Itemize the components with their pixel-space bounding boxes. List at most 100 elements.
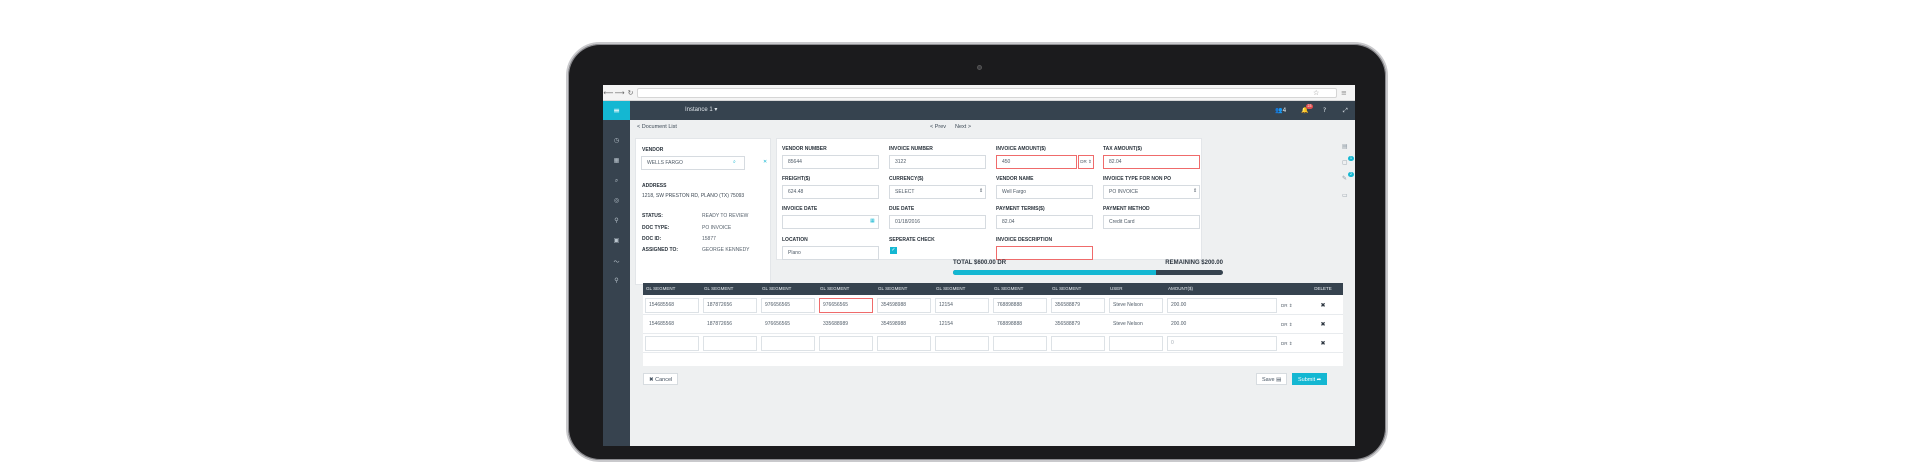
amount-cell[interactable]: 0 — [1167, 336, 1277, 351]
invoice-description-label: INVOICE DESCRIPTION — [996, 237, 1053, 243]
table-cell[interactable] — [819, 336, 873, 351]
table-cell[interactable]: 354598988 — [877, 317, 931, 332]
due-date-field[interactable]: 01/18/2016 — [889, 215, 986, 229]
submit-button[interactable]: Submit ➦ — [1292, 373, 1328, 385]
invoice-amount-field[interactable]: 450 — [996, 155, 1077, 169]
table-cell[interactable]: 976656565 — [761, 298, 815, 313]
table-cell[interactable]: 335688989 — [819, 317, 873, 332]
save-button[interactable]: Save ▤ — [1256, 373, 1288, 385]
search-nav-icon[interactable]: ⌕ — [614, 177, 619, 184]
table-cell[interactable]: Steve Nelson — [1109, 298, 1163, 313]
table-cell[interactable]: 976656565 — [761, 317, 815, 332]
cancel-button[interactable]: ✖ Cancel — [643, 373, 679, 385]
docid-value: 15877 — [702, 236, 716, 242]
table-cell[interactable] — [1109, 336, 1163, 351]
users-icon[interactable]: 👥4 — [1275, 107, 1287, 114]
forward-icon[interactable]: ⟶ — [614, 88, 625, 97]
table-cell[interactable]: 187872656 — [703, 298, 757, 313]
table-cell[interactable]: 976656565 — [819, 298, 873, 313]
chart-icon[interactable]: 〜 — [613, 259, 620, 266]
instance-dropdown[interactable]: Instance 1 ▾ — [685, 107, 718, 113]
bell-icon[interactable]: 🔔 — [1301, 107, 1309, 114]
delete-icon[interactable]: ✖ — [1320, 321, 1326, 328]
table-cell[interactable] — [1051, 336, 1105, 351]
remaining-label: REMAINING $200.00 — [1165, 260, 1223, 266]
help-icon[interactable]: ? — [1323, 107, 1327, 114]
invoice-number-field[interactable]: 3122 — [889, 155, 986, 169]
upload-icon[interactable]: ⚲ — [614, 217, 619, 224]
table-cell[interactable] — [935, 336, 989, 351]
amount-cell[interactable]: 200.00 — [1167, 317, 1277, 332]
search-icon[interactable]: ⌕ — [733, 159, 736, 165]
vendor-name-field[interactable]: Well Fargo — [996, 185, 1093, 199]
note-icon[interactable]: ▢ — [1342, 159, 1348, 166]
inbox-icon[interactable]: ▦ — [613, 157, 620, 164]
table-cell[interactable] — [703, 336, 757, 351]
document-icon[interactable]: ▤ — [1342, 143, 1348, 150]
column-header: GL SEGMENT — [936, 286, 966, 291]
dr-select[interactable]: DR ⇕ — [1281, 303, 1293, 308]
gl-table: GL SEGMENT GL SEGMENT GL SEGMENT GL SEGM… — [643, 283, 1343, 366]
expand-icon[interactable]: ⤢ — [1343, 107, 1348, 114]
status-label: STATUS: — [642, 213, 663, 219]
payment-terms-field[interactable]: 82.04 — [996, 215, 1093, 229]
edit-icon[interactable]: ✎ — [1342, 175, 1348, 182]
prev-link[interactable]: < Prev — [930, 124, 947, 130]
calendar-icon[interactable]: ▦ — [870, 218, 875, 224]
target-icon[interactable]: ◎ — [613, 197, 620, 204]
payment-method-field[interactable]: Credit Card — [1103, 215, 1200, 229]
currency-select[interactable]: SELECT — [889, 185, 986, 199]
separate-check-checkbox[interactable]: ✓ — [890, 247, 897, 254]
address-value: 1218, SW PRESTON RD, PLANO (TX) 75093 — [642, 193, 745, 199]
next-link[interactable]: Next > — [955, 124, 972, 130]
table-cell[interactable] — [761, 336, 815, 351]
table-cell[interactable]: 356588879 — [1051, 298, 1105, 313]
vendor-number-field[interactable]: 85644 — [782, 155, 879, 169]
table-cell[interactable]: Steve Nelson — [1109, 317, 1163, 332]
table-cell[interactable]: 154685568 — [645, 298, 699, 313]
total-label: TOTAL $600.00 DR — [953, 260, 1007, 266]
status-value: READY TO REVIEW — [702, 213, 749, 219]
back-icon[interactable]: ⟵ — [603, 88, 614, 97]
address-bar[interactable] — [637, 88, 1337, 98]
table-cell[interactable]: 154685568 — [645, 317, 699, 332]
user-icon[interactable]: ⚲ — [614, 277, 619, 284]
menu-icon[interactable]: ≡ — [603, 101, 630, 120]
card-icon[interactable]: ▭ — [1342, 192, 1348, 199]
table-header: GL SEGMENT GL SEGMENT GL SEGMENT GL SEGM… — [643, 283, 1343, 295]
column-header: GL SEGMENT — [762, 286, 792, 291]
tax-amount-field[interactable]: 82.04 — [1103, 155, 1200, 169]
freight-field[interactable]: 624.48 — [782, 185, 879, 199]
vendor-field[interactable]: WELLS FARGO — [641, 156, 745, 170]
invoice-description-field[interactable] — [996, 246, 1093, 260]
table-cell[interactable]: 768898888 — [993, 298, 1047, 313]
invoice-date-field[interactable] — [782, 215, 879, 229]
table-cell[interactable] — [645, 336, 699, 351]
table-cell[interactable] — [993, 336, 1047, 351]
delete-icon[interactable]: ✖ — [1320, 302, 1326, 309]
table-cell[interactable]: 356588879 — [1051, 317, 1105, 332]
document-icon[interactable]: ▣ — [613, 237, 620, 244]
dashboard-icon[interactable]: ◷ — [613, 137, 620, 144]
document-list-link[interactable]: < Document List — [637, 124, 677, 130]
browser-menu-icon[interactable]: ≡ — [1341, 89, 1347, 97]
reload-icon[interactable]: ↻ — [627, 88, 634, 97]
delete-icon[interactable]: ✖ — [1320, 340, 1326, 347]
table-cell[interactable]: 187872656 — [703, 317, 757, 332]
table-cell[interactable] — [877, 336, 931, 351]
dr-select[interactable]: DR ⇕ — [1281, 322, 1293, 327]
invoice-amount-unit[interactable]: DR ⇕ — [1078, 155, 1094, 169]
table-cell[interactable]: 12154 — [935, 298, 989, 313]
currency-select-arrow: ⇕ — [979, 188, 984, 194]
invoice-type-select[interactable]: PO INVOICE — [1103, 185, 1200, 199]
amount-cell[interactable]: 200.00 — [1167, 298, 1277, 313]
invoice-form: VENDOR NUMBER 85644 INVOICE NUMBER 3122 … — [776, 138, 1202, 260]
dr-select[interactable]: DR ⇕ — [1281, 341, 1293, 346]
table-cell[interactable]: 768898888 — [993, 317, 1047, 332]
invoice-type-label: INVOICE TYPE FOR NON PO — [1103, 176, 1172, 182]
star-icon[interactable]: ☆ — [1313, 89, 1320, 97]
location-field[interactable]: Plano — [782, 246, 879, 260]
table-cell[interactable]: 12154 — [935, 317, 989, 332]
table-cell[interactable]: 354598988 — [877, 298, 931, 313]
close-icon[interactable]: ✕ — [763, 159, 768, 165]
